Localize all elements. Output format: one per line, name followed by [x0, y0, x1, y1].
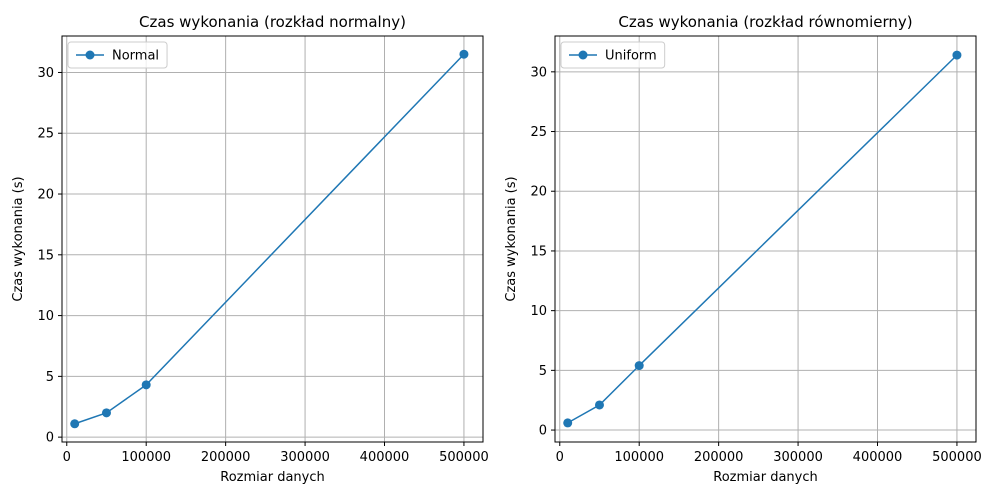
chart-1-xtick-label-0: 0 — [63, 450, 71, 465]
chart-2-point-2 — [634, 361, 644, 371]
chart-2-legend: Uniform — [560, 41, 666, 69]
chart-1-ytick-label-3: 15 — [37, 248, 54, 263]
chart-1-title: Czas wykonania (rozkład normalny) — [139, 13, 406, 31]
chart-2-ytick-label-6: 30 — [530, 65, 547, 80]
chart-1-xtick-label-3: 300000 — [280, 450, 330, 465]
chart-1-xtick-label-4: 400000 — [360, 450, 410, 465]
chart-2-xtick-label-3: 300000 — [773, 450, 823, 465]
chart-1-y-axis-label: Czas wykonania (s) — [11, 176, 26, 301]
chart-2-point-1 — [594, 400, 604, 410]
chart-1-ytick-label-2: 10 — [37, 309, 54, 324]
chart-1-legend-box — [67, 41, 168, 69]
chart-1-ytick-label-0: 0 — [46, 431, 54, 446]
chart-2-ytick-label-4: 20 — [530, 185, 547, 200]
chart-1-x-axis-label: Rozmiar danych — [220, 470, 324, 485]
chart-1: 0 100000 200000 300000 400000 500000 0 5 10 15 20 2… — [11, 13, 489, 485]
chart-1-series-line-0 — [74, 53, 465, 425]
chart-2-legend-label: Uniform — [605, 49, 657, 64]
chart-1-legend-marker — [85, 50, 95, 60]
chart-2-legend-box — [560, 41, 666, 69]
chart-1-ytick-label-4: 20 — [37, 188, 54, 203]
chart-1-ytick-label-1: 5 — [46, 370, 54, 385]
chart-2-xtick-label-1: 100000 — [614, 450, 664, 465]
chart-2-ytick-label-5: 25 — [530, 125, 547, 140]
chart-1-point-0 — [70, 419, 80, 429]
chart-2: 0 100000 200000 300000 400000 500000 0 5 10 15 20 2… — [504, 13, 982, 485]
chart-2-ytick-label-1: 5 — [539, 364, 547, 379]
chart-2-xtick-label-5: 500000 — [932, 450, 982, 465]
chart-2-point-3 — [952, 50, 962, 60]
chart-2-series-line-0 — [567, 54, 958, 424]
chart-1-point-1 — [101, 408, 111, 418]
chart-2-xtick-label-2: 200000 — [694, 450, 744, 465]
chart-1-xtick-label-2: 200000 — [201, 450, 251, 465]
chart-1-point-3 — [459, 49, 469, 59]
chart-1-legend-label: Normal — [112, 49, 159, 64]
chart-2-ytick-label-0: 0 — [539, 424, 547, 439]
chart-2-xtick-label-4: 400000 — [853, 450, 903, 465]
chart-2-plot-frame — [554, 35, 977, 443]
chart-2-point-0 — [563, 418, 573, 428]
chart-2-ytick-label-2: 10 — [530, 304, 547, 319]
chart-2-title: Czas wykonania (rozkład równomierny) — [618, 13, 912, 31]
chart-2-ytick-label-3: 15 — [530, 244, 547, 259]
chart-2-x-axis-label: Rozmiar danych — [713, 470, 817, 485]
chart-2-y-axis-label: Czas wykonania (s) — [504, 176, 519, 301]
chart-1-xtick-label-1: 100000 — [121, 450, 171, 465]
chart-1-ytick-label-6: 30 — [37, 66, 54, 81]
chart-2-legend-marker — [578, 50, 588, 60]
chart-2-xtick-label-0: 0 — [556, 450, 564, 465]
chart-1-ytick-label-5: 25 — [37, 127, 54, 142]
chart-1-point-2 — [141, 380, 151, 390]
chart-1-xtick-label-5: 500000 — [439, 450, 489, 465]
chart-1-plot-frame — [61, 35, 484, 443]
chart-1-legend: Normal — [67, 41, 168, 69]
